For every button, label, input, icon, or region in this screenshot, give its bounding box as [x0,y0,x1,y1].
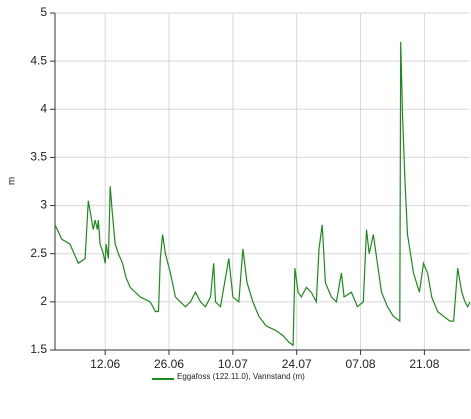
legend-swatch [152,378,174,380]
x-tick-label: 10.07 [218,357,248,371]
legend: Eggafoss (122.11.0), Vannstand (m) [152,372,327,381]
y-tick-label: 2 [40,294,47,308]
x-tick-label: 24.07 [282,357,312,371]
x-tick-label: 21.08 [409,357,439,371]
x-tick-label: 26.06 [154,357,184,371]
y-tick-label: 3.5 [30,150,47,164]
y-axis-label: m [7,177,18,185]
y-tick-label: 5 [40,5,47,19]
y-tick-label: 4.5 [30,53,47,67]
y-tick-label: 1.5 [30,342,47,356]
x-tick-label: 07.08 [346,357,376,371]
legend-label: Eggafoss (122.11.0), Vannstand (m) [177,372,305,381]
data-line [54,41,471,347]
y-tick-label: 2.5 [30,246,47,260]
y-tick-label: 4 [40,101,47,115]
y-tick-label: 3 [40,198,47,212]
x-tick-label: 12.06 [90,357,120,371]
